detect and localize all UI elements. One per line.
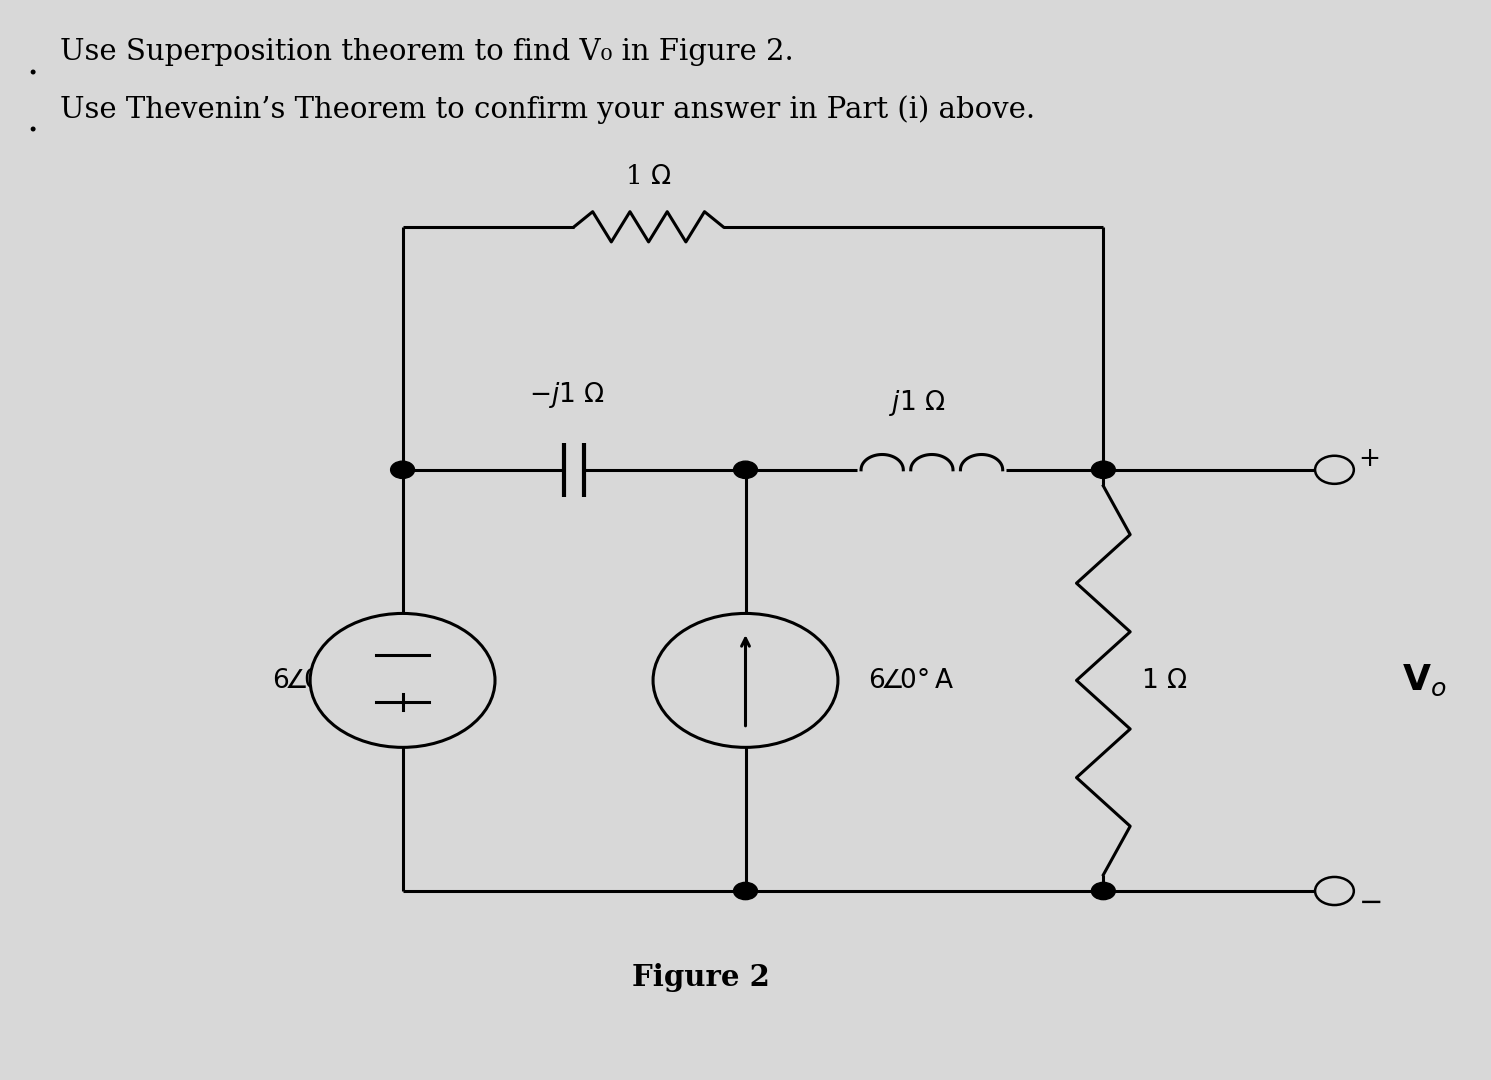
Text: $\mathbf{V}_o$: $\mathbf{V}_o$ [1402,663,1446,698]
Circle shape [1091,461,1115,478]
Circle shape [1315,456,1354,484]
Circle shape [653,613,838,747]
Text: $-$: $-$ [1358,888,1382,916]
Text: $6\!\angle\!0°\,\mathrm{V}$: $6\!\angle\!0°\,\mathrm{V}$ [271,667,358,693]
Text: $+$: $+$ [1358,446,1379,472]
Text: $-j1\ \Omega$: $-j1\ \Omega$ [529,380,604,410]
Text: .: . [27,45,39,82]
Text: Use Superposition theorem to find V₀ in Figure 2.: Use Superposition theorem to find V₀ in … [60,38,793,66]
Circle shape [1091,882,1115,900]
Text: $1\ \Omega$: $1\ \Omega$ [1141,667,1187,693]
Text: $6\!\angle\!0°\,\mathrm{A}$: $6\!\angle\!0°\,\mathrm{A}$ [868,667,954,693]
Circle shape [391,461,414,478]
Circle shape [1315,877,1354,905]
Text: 1 $\Omega$: 1 $\Omega$ [625,164,672,189]
Circle shape [310,613,495,747]
Text: Figure 2: Figure 2 [632,963,769,991]
Circle shape [734,882,757,900]
Circle shape [734,461,757,478]
Text: $j1\ \Omega$: $j1\ \Omega$ [889,388,945,418]
Text: .: . [27,103,39,139]
Text: Use Thevenin’s Theorem to confirm your answer in Part (i) above.: Use Thevenin’s Theorem to confirm your a… [60,95,1035,124]
